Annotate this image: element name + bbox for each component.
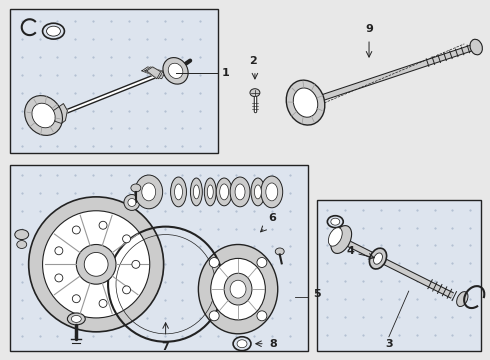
Circle shape bbox=[257, 257, 267, 267]
Ellipse shape bbox=[131, 184, 141, 192]
Ellipse shape bbox=[331, 226, 352, 253]
Ellipse shape bbox=[250, 89, 260, 96]
Ellipse shape bbox=[266, 183, 278, 201]
Ellipse shape bbox=[68, 313, 85, 325]
Circle shape bbox=[55, 247, 63, 255]
Bar bbox=[10, 9, 218, 153]
Ellipse shape bbox=[72, 315, 81, 323]
Text: 6: 6 bbox=[268, 213, 276, 223]
Circle shape bbox=[257, 311, 267, 321]
Text: 7: 7 bbox=[162, 342, 170, 352]
Circle shape bbox=[124, 194, 140, 210]
Circle shape bbox=[73, 226, 80, 234]
Ellipse shape bbox=[15, 230, 29, 239]
Polygon shape bbox=[145, 67, 163, 79]
Circle shape bbox=[122, 235, 130, 243]
Text: 5: 5 bbox=[314, 289, 321, 299]
Circle shape bbox=[209, 311, 219, 321]
Ellipse shape bbox=[142, 183, 156, 201]
Ellipse shape bbox=[254, 185, 261, 199]
Text: 2: 2 bbox=[249, 56, 257, 66]
Ellipse shape bbox=[32, 103, 55, 128]
Text: 1: 1 bbox=[222, 68, 230, 78]
Ellipse shape bbox=[47, 26, 60, 36]
Ellipse shape bbox=[191, 178, 202, 206]
Circle shape bbox=[99, 221, 107, 229]
Ellipse shape bbox=[275, 248, 284, 255]
Ellipse shape bbox=[24, 96, 62, 135]
Polygon shape bbox=[51, 104, 68, 123]
Circle shape bbox=[29, 197, 164, 332]
Polygon shape bbox=[147, 67, 161, 79]
Ellipse shape bbox=[224, 273, 252, 305]
Ellipse shape bbox=[198, 244, 278, 334]
Ellipse shape bbox=[211, 258, 266, 320]
Ellipse shape bbox=[328, 228, 342, 246]
Circle shape bbox=[73, 295, 80, 303]
Ellipse shape bbox=[369, 248, 387, 269]
Circle shape bbox=[122, 286, 130, 294]
Bar bbox=[318, 200, 481, 351]
Circle shape bbox=[128, 198, 136, 206]
Ellipse shape bbox=[470, 39, 482, 55]
Ellipse shape bbox=[220, 184, 229, 200]
Ellipse shape bbox=[135, 175, 163, 209]
Ellipse shape bbox=[286, 80, 325, 125]
Ellipse shape bbox=[204, 178, 216, 206]
Circle shape bbox=[55, 274, 63, 282]
Polygon shape bbox=[142, 67, 166, 79]
Circle shape bbox=[84, 252, 108, 276]
Circle shape bbox=[132, 260, 140, 268]
Ellipse shape bbox=[216, 178, 232, 206]
Ellipse shape bbox=[457, 292, 468, 306]
Ellipse shape bbox=[194, 185, 199, 199]
Ellipse shape bbox=[373, 253, 382, 264]
Ellipse shape bbox=[230, 177, 250, 207]
Circle shape bbox=[76, 244, 116, 284]
Circle shape bbox=[99, 300, 107, 307]
Text: 9: 9 bbox=[365, 24, 373, 34]
Ellipse shape bbox=[294, 88, 318, 117]
Bar bbox=[10, 165, 308, 351]
Circle shape bbox=[43, 211, 150, 318]
Ellipse shape bbox=[17, 240, 26, 248]
Ellipse shape bbox=[168, 63, 183, 78]
Ellipse shape bbox=[230, 280, 246, 298]
Ellipse shape bbox=[331, 218, 340, 225]
Text: 4: 4 bbox=[346, 247, 354, 256]
Ellipse shape bbox=[163, 58, 188, 84]
Text: 8: 8 bbox=[270, 339, 277, 349]
Circle shape bbox=[209, 257, 219, 267]
Ellipse shape bbox=[237, 340, 247, 348]
Text: 3: 3 bbox=[385, 339, 392, 349]
Ellipse shape bbox=[174, 184, 182, 200]
Ellipse shape bbox=[251, 178, 265, 206]
Ellipse shape bbox=[207, 185, 213, 199]
Ellipse shape bbox=[171, 177, 187, 207]
Ellipse shape bbox=[261, 176, 283, 208]
Ellipse shape bbox=[235, 184, 245, 200]
